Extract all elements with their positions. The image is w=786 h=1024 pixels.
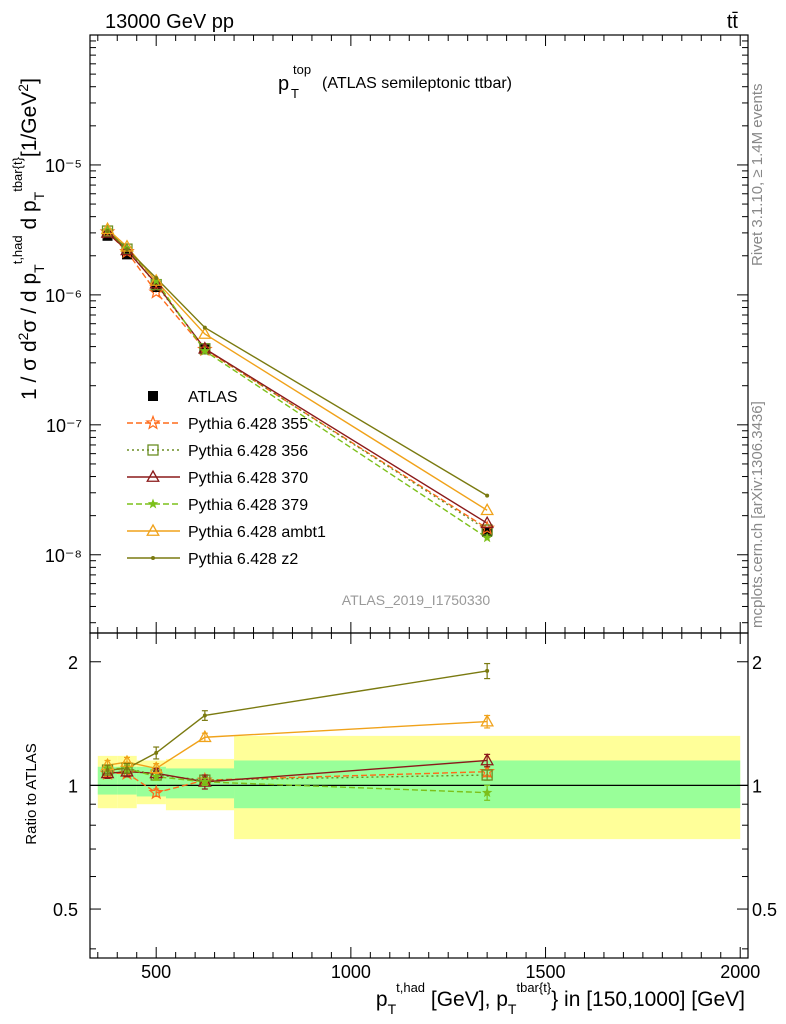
- data-point-370: [149, 276, 164, 289]
- ratio-y-tick-label-right: 2: [752, 653, 762, 673]
- x-tick-label: 2000: [720, 962, 760, 982]
- plot-title-sub: T: [291, 86, 299, 101]
- ratio-y-tick-label: 2: [68, 653, 78, 673]
- top-y-tick-label: 10⁻⁸: [45, 546, 82, 566]
- ratio-point-z2: [105, 768, 110, 773]
- data-point-z2: [202, 325, 207, 330]
- top-panel-series: [107, 228, 488, 539]
- plot-title-rest: (ATLAS semileptonic ttbar): [322, 75, 512, 92]
- ratio-point-ambt1: [480, 714, 494, 727]
- tick-labels: 500 1000 1500 2000 10⁻⁸ 10⁻⁷ 10⁻⁶ 10⁻⁵ 0.5 0.5 1 1 2…: [45, 156, 777, 982]
- process-label: tt̄: [727, 11, 739, 33]
- legend-marker-z2: [151, 556, 155, 560]
- x-tick-label: 1500: [526, 962, 566, 982]
- data-point-ambt1: [197, 326, 212, 339]
- x-tick-label: 1000: [331, 962, 371, 982]
- ratio-point-379: [481, 787, 493, 798]
- ratio-point-z2: [124, 766, 129, 771]
- analysis-watermark: ATLAS_2019_I1750330: [342, 592, 491, 608]
- top-y-tick-label: 10⁻⁷: [46, 416, 82, 436]
- legend-marker-370: [146, 469, 160, 482]
- ratio-point-355: [148, 784, 164, 800]
- legend-label-ATLAS: ATLAS: [188, 389, 238, 406]
- data-point-379: [199, 345, 211, 356]
- top-panel-markers: [99, 221, 495, 543]
- ratio-y-tick-label: 1: [68, 776, 78, 796]
- ratio-y-axis-label: Ratio to ATLAS: [23, 743, 40, 844]
- ratio-point-z2: [154, 750, 159, 755]
- x-tick-label: 500: [141, 962, 171, 982]
- ratio-point-379: [199, 776, 211, 787]
- top-panel-frame: [89, 34, 749, 634]
- ratio-panel-frame: [89, 632, 749, 959]
- data-point-z2: [154, 275, 159, 280]
- legend-marker-356: [147, 444, 159, 456]
- plot-title-main: p: [278, 73, 289, 95]
- x-axis-label-text: pTt,had [GeV], pTtbar{t}} in [150,1000] …: [376, 980, 745, 1017]
- ratio-y-tick-label: 0.5: [53, 900, 78, 920]
- data-point-z2: [105, 229, 110, 234]
- energy-label: 13000 GeV pp: [105, 11, 234, 33]
- ratio-point-ambt1: [197, 729, 212, 743]
- ratio-point-z2: [485, 668, 490, 673]
- data-point-370: [480, 515, 494, 529]
- data-point-ambt1: [149, 273, 164, 286]
- legend-label-ambt1: Pythia 6.428 ambt1: [188, 524, 326, 541]
- ratio-y-tick-label-right: 1: [752, 776, 762, 796]
- legend-marker-379: [147, 498, 159, 509]
- rivet-label: Rivet 3.1.10, ≥ 1.4M events: [749, 84, 766, 267]
- plot-title-sup: top: [293, 62, 311, 77]
- ratio-point-370: [480, 753, 494, 766]
- top-y-axis-label-text: 1 / σ d2σ / d pTt,had d pTtbar{t}[1/GeV2…: [10, 78, 47, 400]
- mcplots-label: mcplots.cern.ch [arXiv:1306.3436]: [749, 401, 766, 628]
- ratio-point-ambt1: [149, 761, 164, 774]
- legend-label-370: Pythia 6.428 370: [188, 470, 308, 487]
- plot-title: p T top (ATLAS semileptonic ttbar): [278, 62, 512, 101]
- top-y-axis-label: 1 / σ d2σ / d pTt,had d pTtbar{t}[1/GeV2…: [10, 78, 47, 400]
- legend-marker-355: [145, 414, 161, 430]
- series-line-ambt1: [107, 228, 488, 511]
- legend-label-356: Pythia 6.428 356: [188, 443, 308, 460]
- ratio-point-356: [481, 769, 493, 781]
- legend: ATLAS Pythia 6.428 355 Pythia 6.428 356 Pyt…: [127, 389, 326, 568]
- legend-label-355: Pythia 6.428 355: [188, 416, 308, 433]
- data-point-370: [100, 225, 115, 238]
- data-point-z2: [124, 247, 129, 252]
- legend-marker-ATLAS: [148, 391, 158, 401]
- ratio-point-370: [120, 764, 134, 777]
- data-point-379: [481, 532, 493, 543]
- ratio-panel-markers: [99, 662, 495, 801]
- x-axis-label: pTt,had [GeV], pTtbar{t}} in [150,1000] …: [376, 980, 745, 1017]
- data-point-379: [150, 275, 162, 286]
- top-y-tick-label: 10⁻⁶: [45, 286, 82, 306]
- data-point-370: [120, 243, 134, 256]
- ratio-reference-bands: [90, 735, 748, 840]
- legend-label-379: Pythia 6.428 379: [188, 497, 308, 514]
- top-panel-ticks: [90, 35, 748, 633]
- top-y-tick-label: 10⁻⁵: [45, 156, 82, 176]
- ratio-point-379: [150, 771, 162, 782]
- data-point-ambt1: [480, 502, 494, 516]
- ratio-panel-ticks: [90, 633, 748, 958]
- ratio-point-z2: [202, 713, 207, 718]
- data-point-ATLAS: [482, 526, 493, 537]
- legend-marker-ambt1: [146, 523, 160, 536]
- data-point-z2: [485, 493, 490, 498]
- ratio-y-tick-label-right: 0.5: [752, 900, 777, 920]
- data-point-ambt1: [100, 221, 115, 235]
- legend-label-z2: Pythia 6.428 z2: [188, 551, 298, 568]
